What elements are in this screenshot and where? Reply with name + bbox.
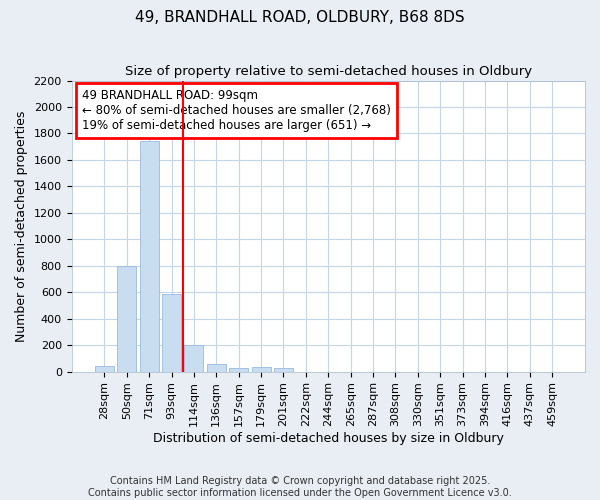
Bar (184, 345, 203, 372)
Text: 49 BRANDHALL ROAD: 99sqm
← 80% of semi-detached houses are smaller (2,768)
19% o: 49 BRANDHALL ROAD: 99sqm ← 80% of semi-d… (82, 90, 391, 132)
Bar (162, 294, 181, 372)
Bar (229, 368, 248, 372)
Text: Contains HM Land Registry data © Crown copyright and database right 2025.
Contai: Contains HM Land Registry data © Crown c… (88, 476, 512, 498)
Y-axis label: Number of semi-detached properties: Number of semi-detached properties (15, 110, 28, 342)
Text: 49, BRANDHALL ROAD, OLDBURY, B68 8DS: 49, BRANDHALL ROAD, OLDBURY, B68 8DS (135, 10, 465, 25)
Bar (274, 368, 293, 372)
X-axis label: Distribution of semi-detached houses by size in Oldbury: Distribution of semi-detached houses by … (153, 432, 504, 445)
Title: Size of property relative to semi-detached houses in Oldbury: Size of property relative to semi-detach… (125, 65, 532, 78)
Bar (117, 266, 136, 372)
Bar (251, 367, 271, 372)
Bar (95, 366, 114, 372)
Bar (207, 364, 226, 372)
Bar (140, 142, 158, 372)
